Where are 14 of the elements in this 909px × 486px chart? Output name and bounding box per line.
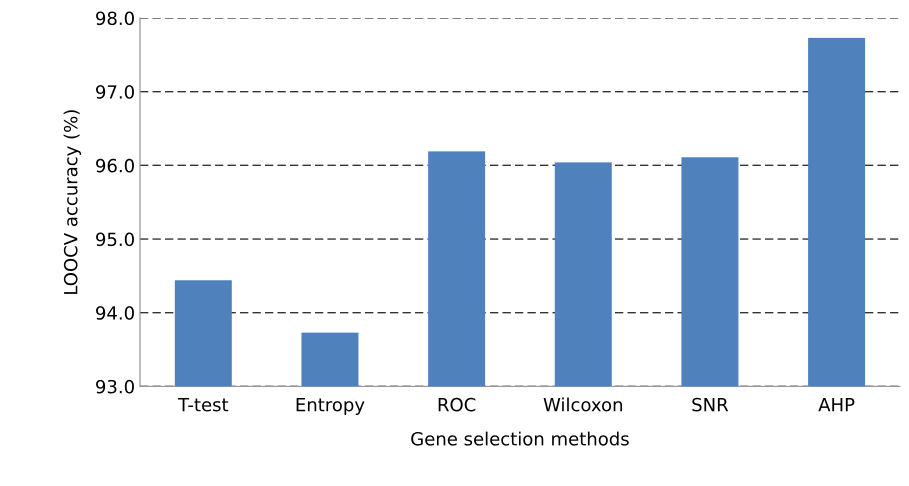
x-tick-label: SNR (692, 398, 728, 412)
y-tick-label: 95.0 (96, 232, 134, 246)
y-tick-label: 94.0 (96, 306, 134, 320)
x-tick-label: AHP (818, 398, 854, 412)
y-axis-title: LOOCV accuracy (%) (64, 110, 82, 294)
y-tick-label: 96.0 (96, 158, 134, 172)
y-tick-label: 98.0 (96, 11, 134, 26)
x-tick-label: T-test (178, 398, 228, 412)
y-tick-label: 97.0 (96, 85, 134, 99)
x-tick-label: ROC (438, 398, 476, 412)
x-tick-label: Wilcoxon (544, 397, 622, 412)
x-tick-label: Entropy (296, 398, 364, 415)
y-tick-label: 93.0 (96, 380, 134, 394)
x-axis-title: Gene selection methods (411, 432, 629, 446)
